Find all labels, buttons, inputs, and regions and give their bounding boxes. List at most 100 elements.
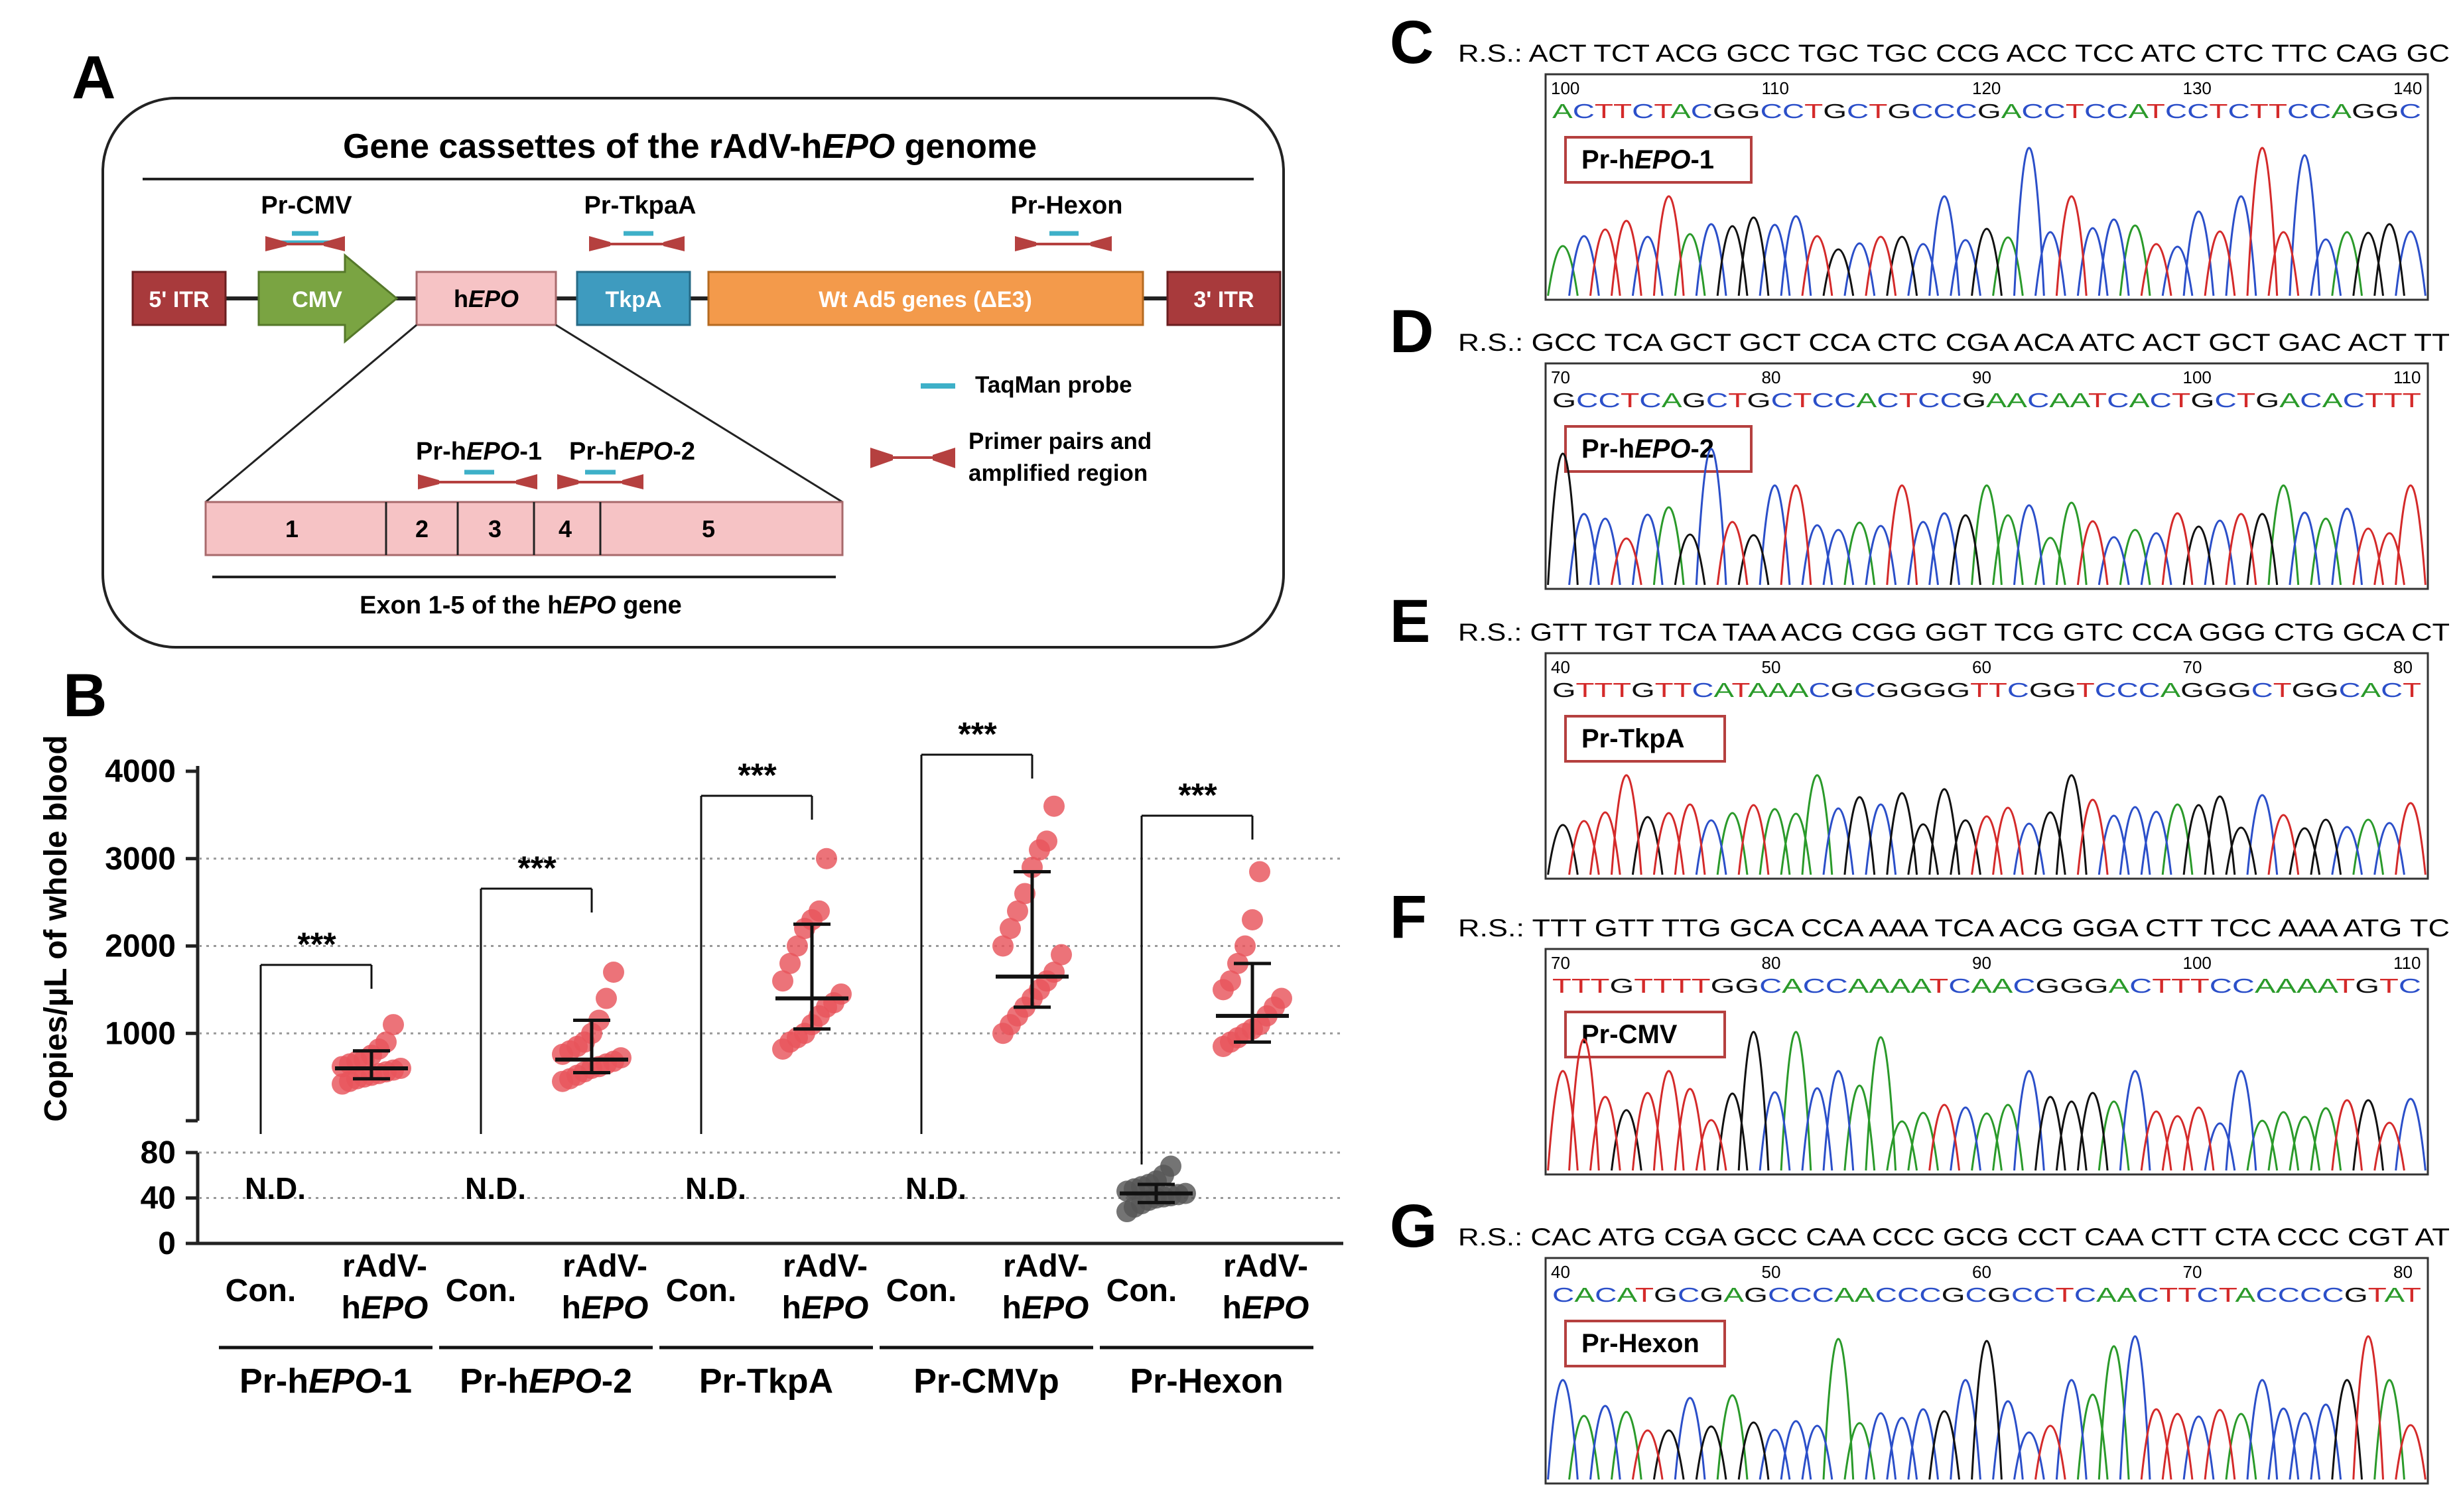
position-number: 110 xyxy=(2393,953,2421,973)
base-call: A xyxy=(2049,389,2070,412)
base-call: C xyxy=(2309,99,2331,123)
base-call: A xyxy=(2361,678,2381,702)
base-call: T xyxy=(2365,389,2383,412)
position-number: 40 xyxy=(1551,657,1570,677)
base-call: C xyxy=(1692,678,1714,702)
base-call: T xyxy=(2056,1283,2074,1306)
data-point xyxy=(992,935,1014,957)
base-call: T xyxy=(2088,389,2107,412)
base-call: T xyxy=(2237,389,2255,412)
base-call: T xyxy=(2336,974,2355,997)
base-call: T xyxy=(2269,99,2287,123)
x-label-radv-epo: EPO xyxy=(1022,1291,1089,1326)
base-call: C xyxy=(2150,389,2172,412)
base-call: T xyxy=(2273,678,2292,702)
chromatogram-frame xyxy=(1544,948,2429,1176)
group-name-pre: Pr-CMVp xyxy=(913,1362,1059,1401)
base-call: T xyxy=(1576,678,1595,702)
base-call: G xyxy=(1735,974,1759,997)
base-call: T xyxy=(1692,974,1711,997)
base-call: T xyxy=(1653,974,1672,997)
base-call: C xyxy=(1812,389,1833,412)
seq-panel-e: E R.S.: GTT TGT TCA TAA ACG CGG GGT TCG G… xyxy=(1390,588,2450,880)
base-call: A xyxy=(1971,974,1992,997)
seq-panel-d: D R.S.: GCC TCA GCT GCT CCA CTC CGA ACA A… xyxy=(1390,298,2450,590)
chromatogram-frame xyxy=(1544,652,2429,880)
primer-label-pre: Pr-h xyxy=(1581,145,1634,174)
base-call: T xyxy=(1674,678,1692,702)
primer-label-hepo1: Pr-hEPO-1 xyxy=(416,438,542,466)
position-number: 130 xyxy=(2183,78,2212,98)
base-call: T xyxy=(2368,1283,2387,1306)
base-call: G xyxy=(2190,389,2214,412)
base-call: T xyxy=(1635,1283,1654,1306)
base-call: G xyxy=(2255,389,2279,412)
base-call: A xyxy=(1890,974,1911,997)
sig-stars: *** xyxy=(517,850,557,887)
primer-symbol-cmv xyxy=(265,231,345,251)
base-call: A xyxy=(1788,678,1809,702)
primer-label-box xyxy=(1564,1320,1726,1367)
panel-a: A Gene cassettes of the rAdV-hEPO genome… xyxy=(72,44,1285,649)
base-call: C xyxy=(2300,1283,2322,1306)
base-call: C xyxy=(2084,99,2106,123)
trace-t xyxy=(1631,1335,2427,1480)
trace-t xyxy=(1589,147,2300,296)
base-call: C xyxy=(2044,99,2066,123)
base-call: A xyxy=(1834,1283,1855,1306)
base-call: G xyxy=(2084,974,2109,997)
base-call: C xyxy=(1956,99,1977,123)
seq-panel-g: G R.S.: CAC ATG CGA GCC CAA CCC GCG CCT C… xyxy=(1390,1192,2450,1485)
base-call: T xyxy=(1571,974,1591,997)
seq-panel-letter: E xyxy=(1390,588,1430,655)
primer-label: Pr-hEPO-1 xyxy=(1581,145,1714,174)
base-call: C xyxy=(1632,99,1654,123)
x-label-layer: Con.rAdV-hEPOPr-hEPO-1Con.rAdV-hEPOPr-hE… xyxy=(219,1249,1313,1401)
primer-label-pre: Pr-Hexon xyxy=(1581,1329,1699,1358)
base-call: C xyxy=(2165,99,2187,123)
base-call: T xyxy=(2178,1283,2196,1306)
base-call: A xyxy=(2297,974,2318,997)
base-call: C xyxy=(2106,99,2128,123)
data-point xyxy=(1271,987,1292,1009)
base-call: T xyxy=(2403,389,2421,412)
position-number: 80 xyxy=(1762,953,1781,973)
seq-panel-letter: C xyxy=(1390,9,1433,76)
base-call: A xyxy=(1552,99,1573,123)
trace-a xyxy=(1780,1031,2342,1171)
base-call: C xyxy=(1826,974,1848,997)
base-call: T xyxy=(1552,974,1571,997)
base-call: T xyxy=(2159,1283,2178,1306)
group-name: Pr-CMVp xyxy=(913,1362,1059,1401)
primer-label-pre: Pr-TkpA xyxy=(1581,724,1685,753)
base-call: G xyxy=(2060,974,2084,997)
base-call: A xyxy=(2331,99,2352,123)
x-label-con: Con. xyxy=(886,1273,957,1308)
base-call: C xyxy=(1759,974,1782,997)
base-call: A xyxy=(2109,974,2130,997)
itr5-box xyxy=(131,271,227,326)
position-number: 80 xyxy=(2393,1262,2413,1282)
base-call: G xyxy=(1711,974,1735,997)
base-call: G xyxy=(2204,678,2228,702)
base-call: G xyxy=(2052,678,2076,702)
nd-label: N.D. xyxy=(905,1171,966,1206)
base-call: A xyxy=(1869,974,1890,997)
base-call: G xyxy=(1699,1283,1723,1306)
base-call: A xyxy=(2007,389,2027,412)
base-call: A xyxy=(1723,1283,1744,1306)
base-call: A xyxy=(1748,678,1768,702)
x-label-radv-line2: hEPO xyxy=(782,1291,869,1326)
trace-a xyxy=(1652,484,2342,586)
base-call: G xyxy=(2352,99,2375,123)
tkpa-label: TkpA xyxy=(606,287,662,312)
position-number: 80 xyxy=(2393,657,2413,677)
data-point xyxy=(1000,918,1021,940)
base-call: T xyxy=(1899,389,1918,412)
base-call: C xyxy=(1691,99,1713,123)
x-label-radv-line1: rAdV- xyxy=(1003,1249,1088,1284)
base-call: A xyxy=(2317,974,2338,997)
chromatogram-frame xyxy=(1544,73,2429,301)
